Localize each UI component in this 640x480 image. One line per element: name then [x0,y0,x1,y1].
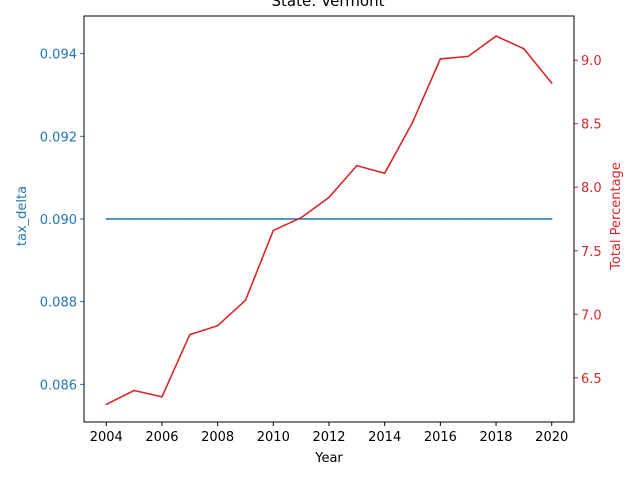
total-percentage-point [467,55,470,58]
right-y-axis-label: Total Percentage [609,162,624,271]
right-y-tick-label: 7.0 [581,308,602,323]
axes: 2004 2006 2008 2010 2012 2014 2016 2018 2020 0.08… [40,15,602,445]
left-y-tick-label: 0.092 [40,130,77,145]
tax-delta-point [439,218,442,220]
tax-delta-point [523,218,525,220]
chart-title: State: Vermont [272,0,385,10]
total-percentage-point [356,164,358,167]
total-percentage-point [550,82,553,84]
total-percentage-point [383,172,386,175]
right-y-tick-label: 7.5 [581,245,602,260]
total-percentage-point [328,196,330,199]
total-percentage-point [161,396,163,398]
tax-delta-point [328,218,330,220]
x-tick-label: 2020 [535,430,568,445]
data-lines [105,35,553,406]
left-y-tick-label: 0.088 [40,296,77,311]
x-tick-label: 2018 [479,430,512,445]
total-percentage-point [495,35,497,37]
tax-delta-point [383,218,386,220]
x-tick-label: 2006 [145,430,178,445]
tax-delta-point [133,218,135,220]
total-percentage-point [272,229,275,232]
tax-delta-point [550,218,553,220]
left-y-tick-label: 0.094 [40,48,77,63]
x-tick-label: 2010 [257,430,290,445]
tax-delta-point [467,218,470,220]
right-y-tick-label: 8.5 [581,118,602,133]
total-percentage-point [300,216,302,219]
right-y-tick-label: 9.0 [581,54,602,69]
total-percentage-point [411,121,414,124]
tax-delta-point [272,218,275,220]
tax-delta-point [161,218,163,220]
right-y-tick-label: 6.5 [581,372,602,387]
total-percentage-point [216,324,219,327]
x-tick-label: 2004 [90,430,123,445]
total-percentage-point [133,389,135,392]
x-axis-label: Year [314,451,343,466]
left-y-tick-label: 0.086 [40,378,77,393]
tax-delta-point [411,218,414,220]
right-y-tick-label: 8.0 [581,181,602,196]
total-percentage-point [244,299,247,302]
tax-delta-point [244,218,247,220]
total-percentage-point [105,403,108,406]
left-y-tick-label: 0.090 [40,213,77,228]
total-percentage-point [439,58,442,60]
total-percentage-point [188,333,191,336]
plot-frame [83,15,575,423]
tax-delta-point [216,218,219,220]
x-tick-label: 2014 [368,430,401,445]
total-percentage-point [523,47,525,50]
total-percentage-line [105,35,553,406]
x-tick-label: 2016 [424,430,457,445]
tax-delta-point [188,218,191,220]
tax-delta-point [495,218,497,220]
x-tick-label: 2008 [201,430,234,445]
tax-delta-point [105,218,108,220]
x-tick-label: 2012 [312,430,345,445]
tax-delta-point [356,218,358,220]
left-y-axis-label: tax_delta [15,186,30,246]
